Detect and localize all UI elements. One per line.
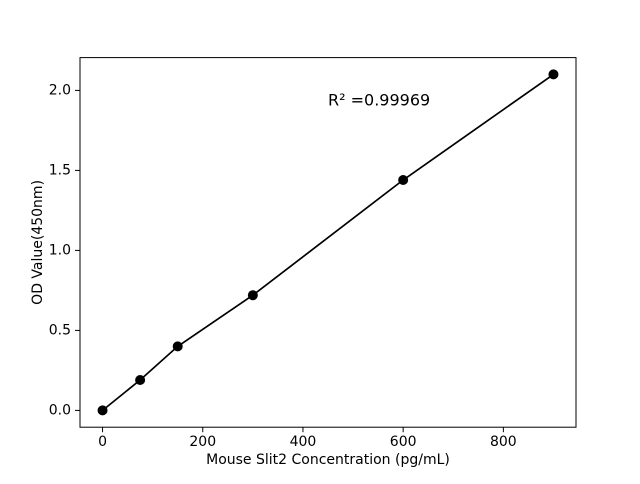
y-tick-label: 0.5 [49,322,71,338]
data-point [135,375,146,385]
x-tick-label: 600 [390,434,417,450]
y-axis-label: OD Value(450nm) [30,180,46,305]
y-tick-label: 1.5 [49,162,71,178]
r-squared-annotation: R² =0.99969 [328,91,430,110]
fit-line [102,73,554,412]
data-point [172,341,183,352]
x-tick-label: 400 [290,434,317,450]
plot-box [79,57,577,428]
x-tick-label: 200 [189,434,216,450]
x-tick-label: 0 [98,434,107,450]
x-axis-label: Mouse Slit2 Concentration (pg/mL) [206,452,450,468]
y-tick-label: 1.0 [49,242,71,258]
data-point [97,405,108,416]
data-point [247,290,258,301]
y-tick-label: 0.0 [49,402,71,418]
data-point [548,69,559,80]
y-tick-label: 2.0 [49,82,71,98]
x-tick-label: 800 [490,434,517,450]
data-point [398,175,409,185]
